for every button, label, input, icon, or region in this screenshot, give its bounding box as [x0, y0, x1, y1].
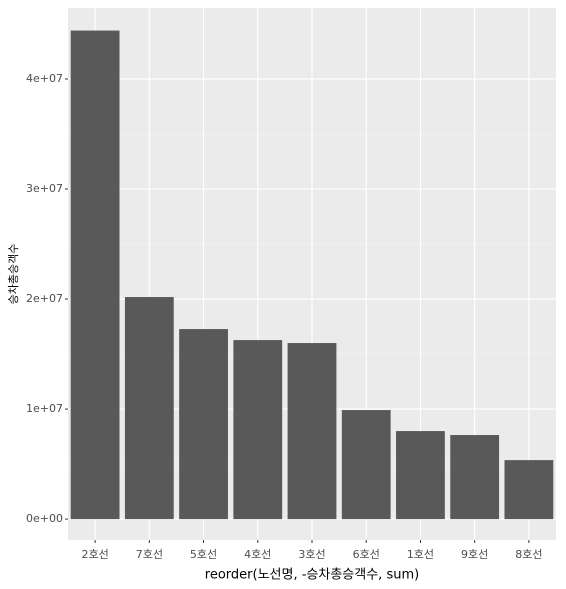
bar — [124, 297, 174, 520]
x-axis-title: reorder(노선명, -승차총승객수, sum) — [205, 568, 419, 583]
y-tick-label: 1e+07 — [26, 402, 63, 415]
bar — [70, 30, 120, 520]
x-tick-label: 8호선 — [515, 548, 542, 561]
x-tick-label: 5호선 — [190, 548, 217, 561]
y-axis-title: 승차총승객수 — [7, 244, 20, 305]
x-tick-label: 1호선 — [407, 548, 434, 561]
x-tick-label: 7호선 — [136, 548, 163, 561]
y-tick-label: 2e+07 — [26, 292, 63, 305]
bar — [179, 329, 228, 520]
y-tick-label: 0e+00 — [26, 512, 63, 525]
y-tick-label: 3e+07 — [26, 182, 63, 195]
x-tick-label: 2호선 — [81, 548, 108, 561]
y-tick-label: 4e+07 — [26, 72, 63, 85]
bar — [287, 343, 337, 520]
bar — [504, 460, 554, 520]
bar — [450, 435, 500, 520]
x-tick-label: 4호선 — [244, 548, 271, 561]
x-tick-label: 3호선 — [298, 548, 325, 561]
bar — [341, 410, 391, 520]
x-tick-label: 9호선 — [461, 548, 488, 561]
x-tick-label: 6호선 — [353, 548, 380, 561]
bar — [396, 431, 445, 520]
bar — [233, 340, 283, 520]
